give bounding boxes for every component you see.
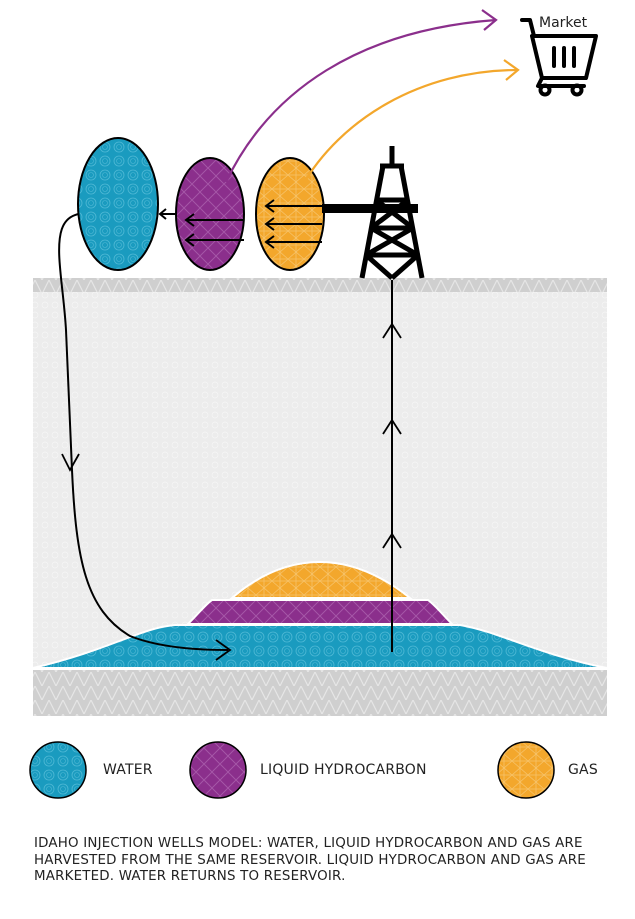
legend-liquid-label: LIQUID HYDROCARBON: [260, 762, 427, 778]
reservoir-gas-layer: [229, 560, 413, 599]
liquid-to-market-arrowhead: [481, 9, 498, 31]
caption: IDAHO INJECTION WELLS MODEL: WATER, LIQU…: [34, 836, 586, 884]
legend-gas-swatch: [497, 741, 555, 799]
water-vessel: [77, 137, 159, 271]
up-arrow-icon: [382, 322, 402, 339]
flow-arrow-icon: [264, 199, 322, 213]
right-arrow-icon: [215, 639, 232, 661]
liquid-hydrocarbon-vessel: [175, 157, 245, 271]
derrick-pipe: [322, 204, 418, 213]
bedrock-layer: [33, 670, 607, 716]
gas-to-market-arrow: [301, 68, 519, 187]
gas-to-market-arrowhead: [503, 59, 520, 81]
legend-water-swatch: [29, 741, 87, 799]
reservoir-liquid-hydrocarbon-layer: [185, 599, 455, 625]
up-arrow-icon: [382, 418, 402, 435]
flow-arrow-icon: [184, 213, 244, 227]
legend-liquid-swatch: [189, 741, 247, 799]
up-arrow-icon: [382, 532, 402, 549]
market-label: Market: [539, 15, 588, 31]
flow-arrow-icon: [264, 235, 322, 249]
cart-icon: [520, 18, 598, 97]
injection-wells-diagram: Market: [32, 9, 608, 716]
legend-gas-label: GAS: [568, 762, 598, 778]
reservoir-water-layer: [32, 624, 608, 669]
gas-vessel: [255, 157, 325, 271]
flow-arrow-icon: [158, 208, 176, 220]
legend-water-label: WATER: [103, 762, 153, 778]
flow-arrow-icon: [264, 217, 322, 231]
water-return-path: [58, 212, 229, 651]
surface-rock-layer: [33, 278, 607, 292]
flow-arrow-icon: [184, 233, 244, 247]
derrick-icon: [359, 146, 425, 280]
liquid-to-market-arrow: [225, 18, 497, 183]
down-arrow-icon: [61, 453, 80, 472]
